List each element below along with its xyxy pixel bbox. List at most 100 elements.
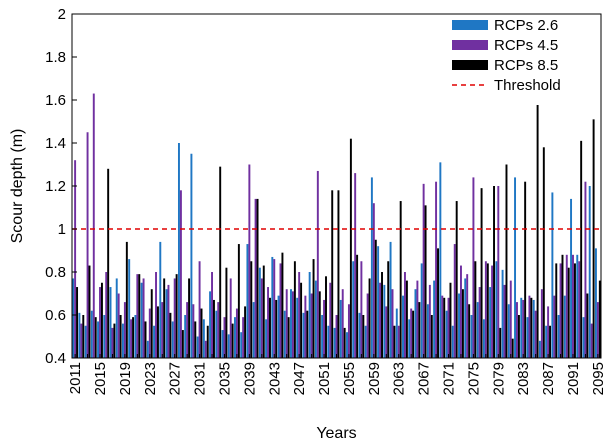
bar-rcps-2-6-2018 [115,278,118,358]
bar-rcps-8-5-2084 [530,297,533,358]
bar-rcps-8-5-2077 [486,263,489,358]
bar-rcps-8-5-2094 [592,119,595,358]
bar-rcps-8-5-2056 [356,254,359,358]
bar-rcps-8-5-2072 [455,201,458,358]
bar-rcps-4-5-2072 [453,244,456,358]
bar-rcps-8-5-2051 [325,276,327,358]
bar-rcps-8-5-2080 [505,164,508,358]
bar-rcps-4-5-2088 [553,295,556,358]
bar-rcps-4-5-2063 [397,325,400,358]
bar-rcps-2-6-2070 [439,162,442,358]
bar-rcps-2-6-2068 [426,304,429,358]
bar-rcps-8-5-2053 [337,190,340,358]
bar-rcps-4-5-2036 [229,278,232,358]
bar-rcps-8-5-2068 [430,315,433,358]
bar-rcps-2-6-2054 [339,299,342,358]
bar-rcps-2-6-2089 [557,315,560,358]
bar-rcps-8-5-2061 [387,261,390,358]
bar-rcps-8-5-2064 [405,280,408,358]
bar-rcps-4-5-2030 [192,304,195,358]
bar-rcps-2-6-2056 [352,261,355,358]
bar-rcps-4-5-2078 [491,265,494,358]
bar-rcps-2-6-2065 [408,319,411,358]
x-tick-label: 2055 [341,362,358,395]
bar-rcps-2-6-2014 [90,310,93,358]
bar-rcps-2-6-2039 [246,244,249,358]
bar-rcps-2-6-2041 [258,267,261,358]
bar-rcps-4-5-2055 [347,304,350,358]
x-tick-label: 2039 [241,362,258,395]
y-tick-label: 1.6 [45,92,66,109]
bar-rcps-8-5-2095 [598,280,601,358]
bar-rcps-2-6-2019 [121,323,124,358]
bar-rcps-8-5-2025 [163,278,166,358]
x-tick-label: 2083 [515,362,532,395]
bar-rcps-8-5-2038 [244,306,247,358]
bar-rcps-2-6-2033 [209,291,212,358]
bar-rcps-4-5-2014 [92,93,95,359]
bar-rcps-2-6-2047 [296,297,299,358]
y-tick-label: 1.4 [45,135,66,152]
bar-rcps-4-5-2071 [447,297,450,358]
bar-rcps-2-6-2036 [227,334,230,358]
bar-rcps-2-6-2083 [520,297,523,358]
bar-rcps-2-6-2095 [594,248,597,358]
bar-rcps-4-5-2031 [198,261,201,358]
bar-rcps-2-6-2034 [215,310,218,358]
bar-rcps-4-5-2048 [304,295,307,358]
legend-swatch [452,40,488,50]
bar-rcps-2-6-2046 [290,289,292,358]
bar-rcps-8-5-2040 [256,198,259,358]
bar-rcps-8-5-2017 [113,323,116,358]
bar-rcps-2-6-2093 [582,317,585,358]
x-tick-label: 2015 [92,362,109,395]
bar-rcps-4-5-2066 [416,280,419,358]
bar-rcps-4-5-2074 [466,274,469,358]
x-tick-label: 2027 [167,362,184,395]
bar-rcps-4-5-2067 [422,183,425,358]
bar-rcps-4-5-2033 [211,272,213,358]
bar-rcps-4-5-2062 [391,289,394,358]
bar-rcps-2-6-2080 [501,269,504,358]
bar-rcps-4-5-2080 [503,284,506,358]
bar-rcps-2-6-2066 [414,289,417,358]
bar-rcps-2-6-2029 [184,315,187,358]
bar-rcps-2-6-2051 [321,315,324,358]
bar-rcps-2-6-2043 [271,256,274,358]
x-tick-label: 2095 [590,362,605,395]
bar-rcps-2-6-2028 [177,143,180,358]
y-tick-label: 2 [58,6,66,23]
bar-rcps-8-5-2019 [125,241,128,358]
bar-rcps-8-5-2092 [580,140,583,358]
bar-rcps-8-5-2082 [517,315,520,358]
bar-rcps-2-6-2027 [171,321,174,358]
legend-label: RCPs 2.6 [494,17,558,34]
bar-rcps-4-5-2046 [291,291,294,358]
x-tick-label: 2071 [441,362,458,395]
bar-rcps-2-6-2060 [377,246,380,358]
bar-rcps-2-6-2052 [327,325,330,358]
bar-rcps-8-5-2070 [443,297,446,358]
bar-rcps-8-5-2067 [424,205,427,358]
bar-rcps-2-6-2012 [78,312,81,358]
bar-rcps-2-6-2021 [134,315,137,358]
bar-rcps-2-6-2024 [153,325,156,358]
bar-rcps-4-5-2061 [385,306,388,358]
bar-rcps-8-5-2034 [219,166,222,358]
x-tick-label: 2079 [490,362,507,395]
x-tick-label: 2035 [217,362,234,395]
bar-rcps-4-5-2027 [173,278,176,358]
bar-rcps-8-5-2030 [194,321,197,358]
bar-rcps-4-5-2044 [279,263,282,358]
bar-rcps-4-5-2028 [179,190,182,358]
bar-rcps-8-5-2036 [231,323,234,358]
bar-rcps-2-6-2037 [234,317,236,358]
bar-rcps-2-6-2050 [314,280,317,358]
bar-rcps-8-5-2074 [468,304,471,358]
bar-rcps-4-5-2095 [596,302,599,358]
bar-rcps-4-5-2045 [285,289,288,358]
bar-rcps-4-5-2042 [267,287,270,358]
bar-rcps-8-5-2011 [76,287,79,358]
bar-rcps-8-5-2012 [82,315,85,358]
bar-rcps-8-5-2075 [474,261,477,358]
